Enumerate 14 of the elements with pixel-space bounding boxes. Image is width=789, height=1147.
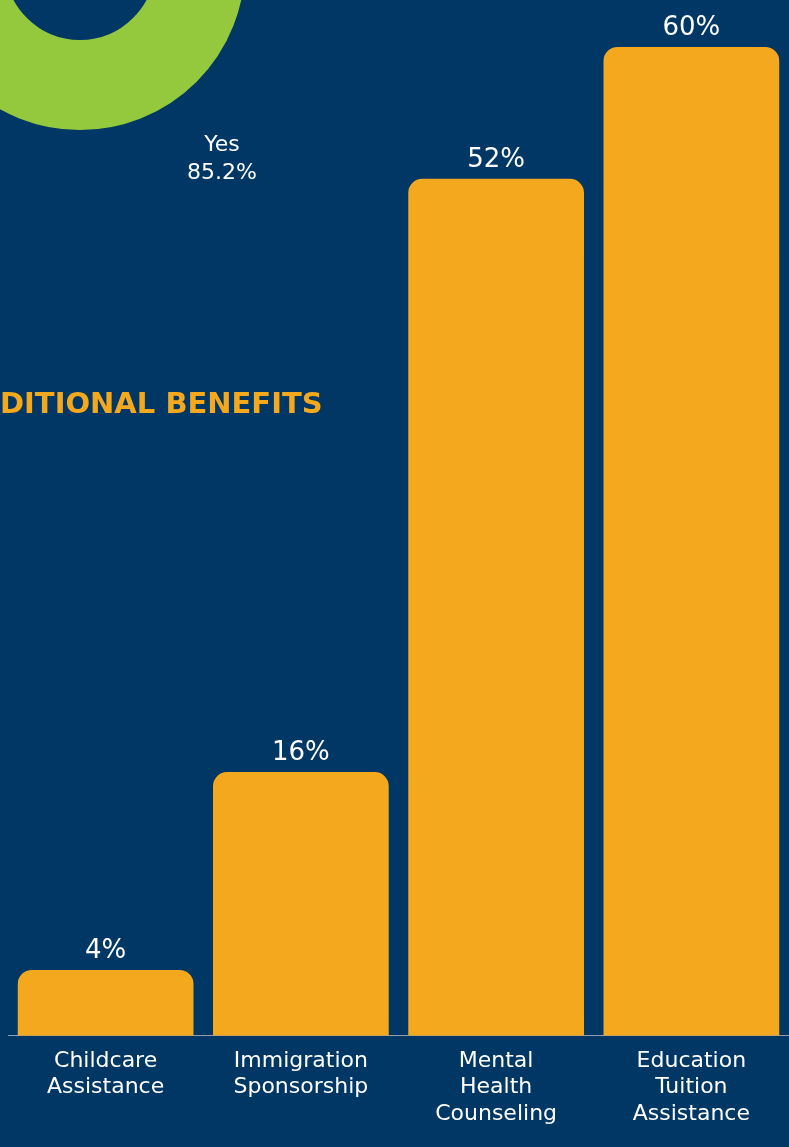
x-tick-label: Education Tuition Assistance bbox=[632, 1046, 750, 1125]
text: DITIONAL BENEFITS bbox=[0, 385, 323, 420]
annotation: Yes 85.2% bbox=[187, 130, 257, 184]
data-label: 4% bbox=[85, 933, 127, 964]
bar bbox=[17, 969, 194, 1036]
x-tick-label: Mental Health Counseling bbox=[435, 1046, 558, 1125]
bar bbox=[408, 178, 584, 1036]
data-label: 60% bbox=[662, 10, 721, 41]
x-tick-label: Childcare Assistance bbox=[47, 1046, 165, 1099]
data-label: 52% bbox=[467, 142, 526, 173]
x-tick-label: Immigration Sponsorship bbox=[233, 1046, 369, 1099]
data-label: 16% bbox=[271, 735, 330, 766]
bar bbox=[603, 47, 780, 1036]
bar bbox=[213, 772, 389, 1036]
